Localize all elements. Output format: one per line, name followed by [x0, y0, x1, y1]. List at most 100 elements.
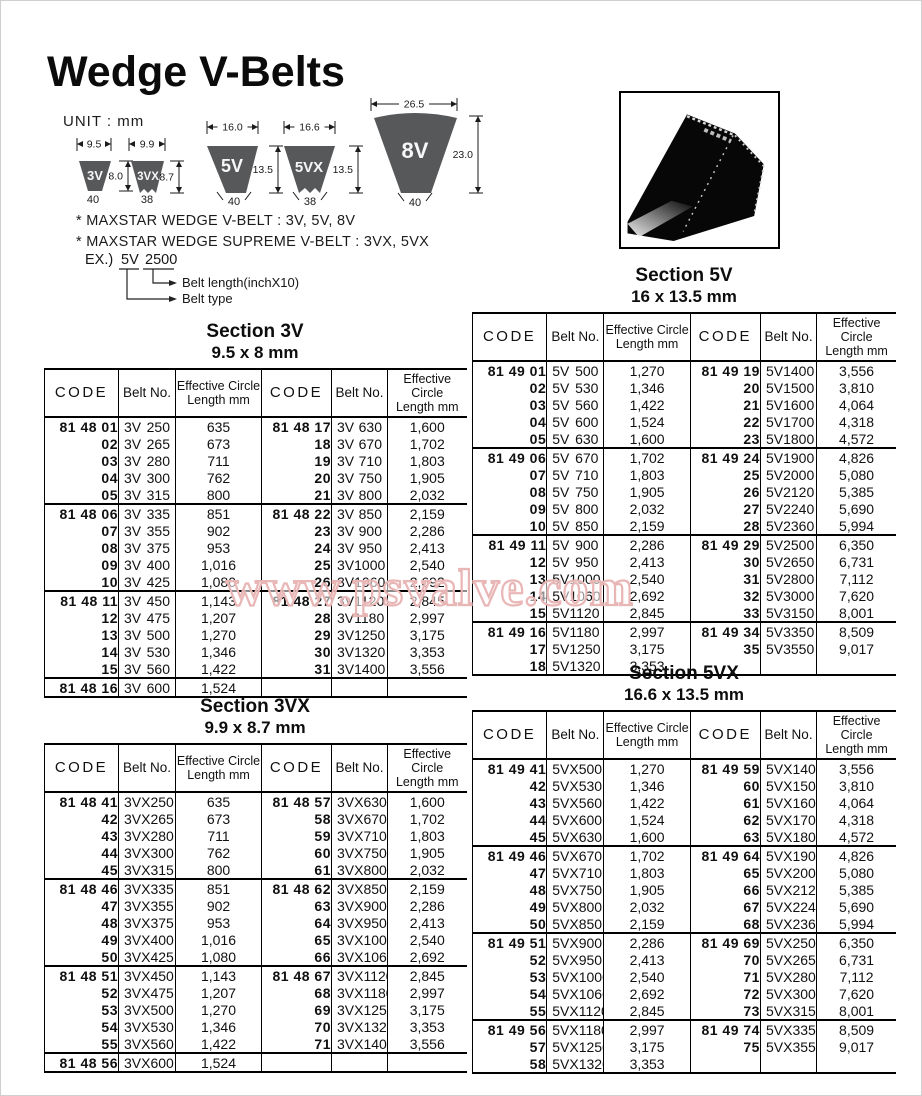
length-cell: 3,353 — [387, 643, 467, 660]
code-cell: 31 — [689, 570, 761, 587]
belt-no-cell: 3VX1000 — [331, 931, 388, 948]
belt-no-cell: 5VX2360 — [759, 915, 817, 933]
section-subtitle: 16.6 x 13.5 mm — [623, 685, 745, 704]
dimension-label: 16.6 — [299, 122, 320, 134]
code-cell: 81 48 41 — [59, 793, 118, 810]
column-header: Belt No. — [331, 369, 388, 418]
code-cell: 15 — [101, 660, 118, 677]
length-cell: 1,524 — [175, 677, 262, 697]
belt-no-cell: 5VX1600 — [759, 794, 817, 811]
column-header: Belt No. — [331, 744, 388, 793]
length-cell: 5,994 — [816, 517, 896, 535]
code-cell: 58 — [529, 1055, 547, 1072]
code-cell: 81 48 51 — [44, 965, 119, 984]
belt-no-cell: 5VX 950 — [546, 951, 604, 968]
example-type-note: Belt type — [182, 291, 233, 306]
column-header: Effective Circle Length mm — [175, 744, 262, 793]
belt-no-cell: 3VX 630 — [331, 792, 388, 810]
unit-label: UNIT : mm — [63, 113, 145, 130]
code-cell: 81 49 06 — [472, 447, 547, 466]
table-row: 43 3VX 280 711 59 3VX 710 1,803 — [45, 827, 467, 844]
length-cell: 4,572 — [816, 828, 896, 846]
belt-no-cell: 5V 630 — [546, 430, 604, 448]
belt-no-cell: 5VX1180 — [546, 1019, 604, 1038]
belt-no-cell — [759, 1055, 817, 1073]
code-cell: 21 — [261, 486, 332, 504]
belt-no-cell: 5V 1250 — [546, 640, 604, 657]
belt-no-cell: 3VX 530 — [118, 1018, 176, 1035]
code-cell: 43 — [101, 827, 118, 844]
belt-no-cell: 3VX1120 — [331, 965, 388, 984]
length-cell: 762 — [175, 469, 262, 486]
code-cell: 05 — [101, 486, 118, 503]
belt-no-cell: 5V 2500 — [759, 534, 817, 553]
belt-type-label: 8V — [402, 138, 429, 163]
length-cell: 3,810 — [816, 379, 896, 396]
length-cell: 1,346 — [603, 777, 691, 794]
spec-table-3v: CODE Belt No. Effective Circle Length mm CO… — [44, 368, 467, 698]
code-cell: 10 — [101, 573, 118, 590]
belt-no-cell: 3V 750 — [331, 469, 388, 486]
code-cell: 32 — [689, 587, 761, 604]
belt-code-example: EX.) 5V 2500 Belt length(inchX10) Belt t… — [85, 252, 299, 306]
column-header: CODE — [44, 744, 119, 793]
belt-no-cell: 5VX 900 — [546, 932, 604, 951]
code-cell: 61 — [261, 861, 332, 879]
code-cell: 14 — [529, 587, 547, 604]
belt-no-cell: 5VX 670 — [546, 845, 604, 864]
belt-no-cell: 3V 400 — [118, 556, 176, 573]
length-cell: 1,346 — [603, 379, 691, 396]
belt-no-cell: 3VX 355 — [118, 897, 176, 914]
spec-table-3vx: CODE Belt No. Effective Circle Length mm CO… — [44, 743, 467, 1073]
code-cell: 81 49 46 — [472, 845, 547, 864]
code-cell: 18 — [261, 435, 332, 452]
code-cell: 55 — [529, 1002, 547, 1019]
length-cell: 1,905 — [387, 469, 467, 486]
belt-no-cell: 5VX1800 — [759, 828, 817, 846]
table-row: 14 5V 1060 2,692 32 5V 3000 7,620 — [473, 587, 896, 604]
length-cell: 1,905 — [603, 881, 691, 898]
header-row: CODE Belt No. Effective Circle Length mm CO… — [472, 313, 896, 362]
section-5v: Section 5V 16 x 13.5 mm CODE Belt No. Effe… — [472, 265, 896, 676]
dimension-label: 16.0 — [222, 122, 243, 134]
belt-angle-label: 40 — [228, 196, 240, 208]
belt-no-cell: 3VX 315 — [118, 861, 176, 879]
page-title: Wedge V-Belts — [47, 48, 345, 96]
length-cell: 2,032 — [603, 500, 691, 517]
length-cell: 9,017 — [816, 640, 896, 657]
belt-cross-section-shape — [79, 161, 111, 191]
code-cell: 81 49 41 — [487, 760, 547, 777]
belt-no-cell: 5VX2000 — [759, 864, 817, 881]
length-cell: 2,032 — [603, 898, 691, 915]
code-cell: 20 — [261, 469, 332, 486]
belt-no-cell: 5VX1500 — [759, 777, 817, 794]
length-cell: 1,080 — [175, 948, 262, 966]
belt-no-cell: 5V 1900 — [759, 447, 817, 466]
code-cell: 05 — [529, 430, 547, 447]
belt-no-cell: 5V 2240 — [759, 500, 817, 517]
belt-no-cell: 3VX 950 — [331, 914, 388, 931]
length-cell: 1,803 — [387, 452, 467, 469]
length-cell: 1,803 — [603, 864, 691, 881]
length-cell: 1,143 — [175, 965, 262, 984]
length-cell: 2,692 — [603, 985, 691, 1002]
code-cell: 07 — [529, 466, 547, 483]
column-header: Belt No. — [759, 711, 817, 760]
length-cell: 1,016 — [175, 556, 262, 573]
belt-no-cell: 3V 355 — [118, 522, 176, 539]
table-row: 09 3V 400 1,016 25 3V 1000 2,540 — [45, 556, 467, 573]
column-header: Effective Circle Length mm — [175, 369, 262, 418]
table-row: 575VX12503,175755VX35509,017 — [473, 1038, 896, 1055]
belt-diagram-8v: 26.5 8V 23.0 40 — [370, 98, 483, 209]
belt-photo — [619, 91, 780, 249]
belt-no-cell: 5VX3000 — [759, 985, 817, 1002]
code-cell: 45 — [101, 861, 118, 878]
belt-no-cell: 5V 2120 — [759, 483, 817, 500]
table-row: 18 5V 1320 3,353 — [473, 657, 896, 675]
code-cell: 26 — [689, 483, 761, 500]
code-cell: 66 — [261, 948, 332, 966]
